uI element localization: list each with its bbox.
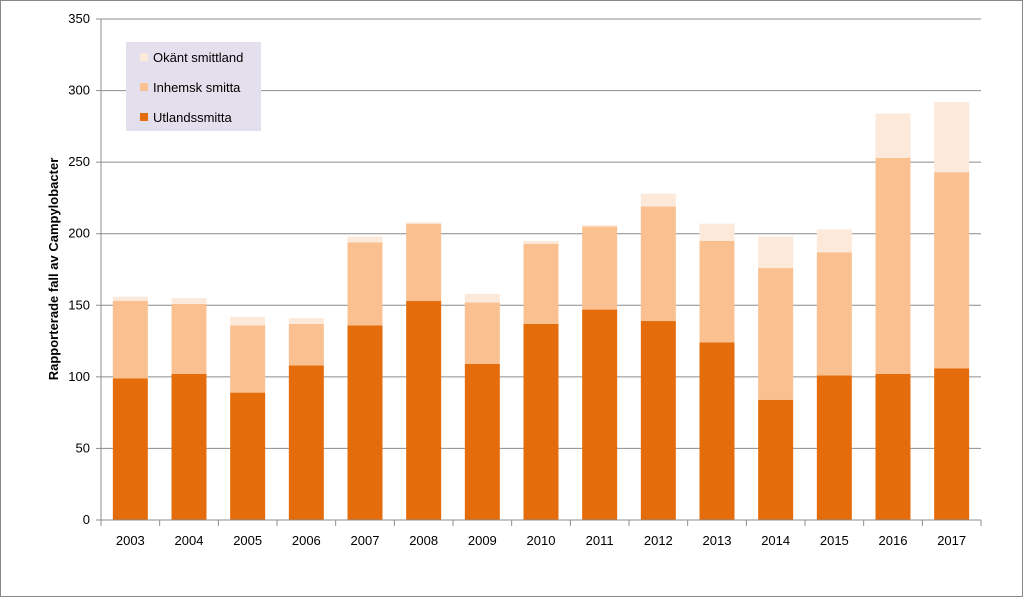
bar-utlandssmitta-2013 xyxy=(699,342,735,520)
x-tick-label: 2014 xyxy=(761,533,790,548)
legend-box xyxy=(126,42,261,131)
bar-ok-nt-smittland-2008 xyxy=(406,222,442,224)
bar-ok-nt-smittland-2014 xyxy=(758,236,794,269)
y-tick-label: 250 xyxy=(68,154,90,169)
legend-swatch xyxy=(140,83,148,91)
y-axis-title: Rapporterade fall av Campylobacter xyxy=(46,158,61,381)
legend-label: Utlandssmitta xyxy=(153,110,233,125)
bar-ok-nt-smittland-2011 xyxy=(582,225,618,227)
x-tick-label: 2012 xyxy=(644,533,673,548)
bar-inhemsk-smitta-2011 xyxy=(582,226,618,310)
bar-ok-nt-smittland-2007 xyxy=(347,236,383,243)
x-tick-label: 2006 xyxy=(292,533,321,548)
bar-inhemsk-smitta-2014 xyxy=(758,268,794,400)
x-tick-label: 2005 xyxy=(233,533,262,548)
bar-ok-nt-smittland-2003 xyxy=(112,296,148,301)
x-tick-label: 2010 xyxy=(527,533,556,548)
x-tick-label: 2003 xyxy=(116,533,145,548)
bar-utlandssmitta-2012 xyxy=(640,321,676,520)
bar-ok-nt-smittland-2012 xyxy=(640,193,676,207)
bar-utlandssmitta-2015 xyxy=(816,375,852,520)
legend-swatch xyxy=(140,113,148,121)
bar-ok-nt-smittland-2017 xyxy=(934,102,970,173)
bar-utlandssmitta-2017 xyxy=(934,368,970,520)
x-tick-label: 2017 xyxy=(937,533,966,548)
x-tick-label: 2009 xyxy=(468,533,497,548)
y-tick-label: 100 xyxy=(68,369,90,384)
bar-inhemsk-smitta-2007 xyxy=(347,242,383,326)
y-tick-label: 0 xyxy=(83,512,90,527)
y-tick-label: 300 xyxy=(68,83,90,98)
bar-ok-nt-smittland-2005 xyxy=(230,316,266,326)
x-tick-label: 2007 xyxy=(351,533,380,548)
y-tick-label: 50 xyxy=(76,440,90,455)
bar-ok-nt-smittland-2013 xyxy=(699,223,735,241)
bar-inhemsk-smitta-2012 xyxy=(640,206,676,322)
y-tick-label: 350 xyxy=(68,11,90,26)
y-tick-label: 200 xyxy=(68,226,90,241)
bar-ok-nt-smittland-2015 xyxy=(816,229,852,253)
bar-inhemsk-smitta-2016 xyxy=(875,157,911,374)
bars xyxy=(112,102,970,520)
x-tick-label: 2016 xyxy=(879,533,908,548)
bar-ok-nt-smittland-2010 xyxy=(523,240,559,244)
bar-ok-nt-smittland-2006 xyxy=(288,318,324,324)
bar-inhemsk-smitta-2008 xyxy=(406,223,442,301)
bar-ok-nt-smittland-2009 xyxy=(464,293,500,303)
x-tick-label: 2011 xyxy=(586,533,614,548)
x-tick-label: 2015 xyxy=(820,533,849,548)
bar-utlandssmitta-2014 xyxy=(758,399,794,520)
bar-inhemsk-smitta-2017 xyxy=(934,172,970,369)
bar-utlandssmitta-2007 xyxy=(347,325,383,520)
bar-inhemsk-smitta-2006 xyxy=(288,323,324,366)
bar-inhemsk-smitta-2003 xyxy=(112,300,148,379)
bar-inhemsk-smitta-2004 xyxy=(171,303,207,374)
bar-ok-nt-smittland-2004 xyxy=(171,298,207,304)
bar-inhemsk-smitta-2010 xyxy=(523,243,559,324)
bar-utlandssmitta-2003 xyxy=(112,378,148,520)
bar-utlandssmitta-2004 xyxy=(171,373,207,520)
bar-utlandssmitta-2016 xyxy=(875,373,911,520)
legend-swatch xyxy=(140,53,148,61)
bar-utlandssmitta-2005 xyxy=(230,392,266,520)
bar-inhemsk-smitta-2013 xyxy=(699,240,735,343)
legend-label: Okänt smittland xyxy=(153,50,243,65)
legend-label: Inhemsk smitta xyxy=(153,80,241,95)
bar-inhemsk-smitta-2015 xyxy=(816,252,852,376)
bar-utlandssmitta-2008 xyxy=(406,300,442,520)
x-tick-label: 2008 xyxy=(409,533,438,548)
bar-ok-nt-smittland-2016 xyxy=(875,113,911,158)
bar-utlandssmitta-2009 xyxy=(464,363,500,520)
bar-utlandssmitta-2010 xyxy=(523,323,559,520)
bar-utlandssmitta-2011 xyxy=(582,309,618,520)
legend: Okänt smittland Inhemsk smitta Utlandssmit… xyxy=(126,42,261,131)
x-tick-label: 2013 xyxy=(703,533,732,548)
x-tick-label: 2004 xyxy=(175,533,204,548)
bar-inhemsk-smitta-2009 xyxy=(464,302,500,364)
bar-inhemsk-smitta-2005 xyxy=(230,325,266,393)
axes: 0 50 100 150 200 250 300 350 2003 2004 2005 2006 200… xyxy=(68,11,982,548)
y-tick-label: 150 xyxy=(68,297,90,312)
bar-utlandssmitta-2006 xyxy=(288,365,324,520)
